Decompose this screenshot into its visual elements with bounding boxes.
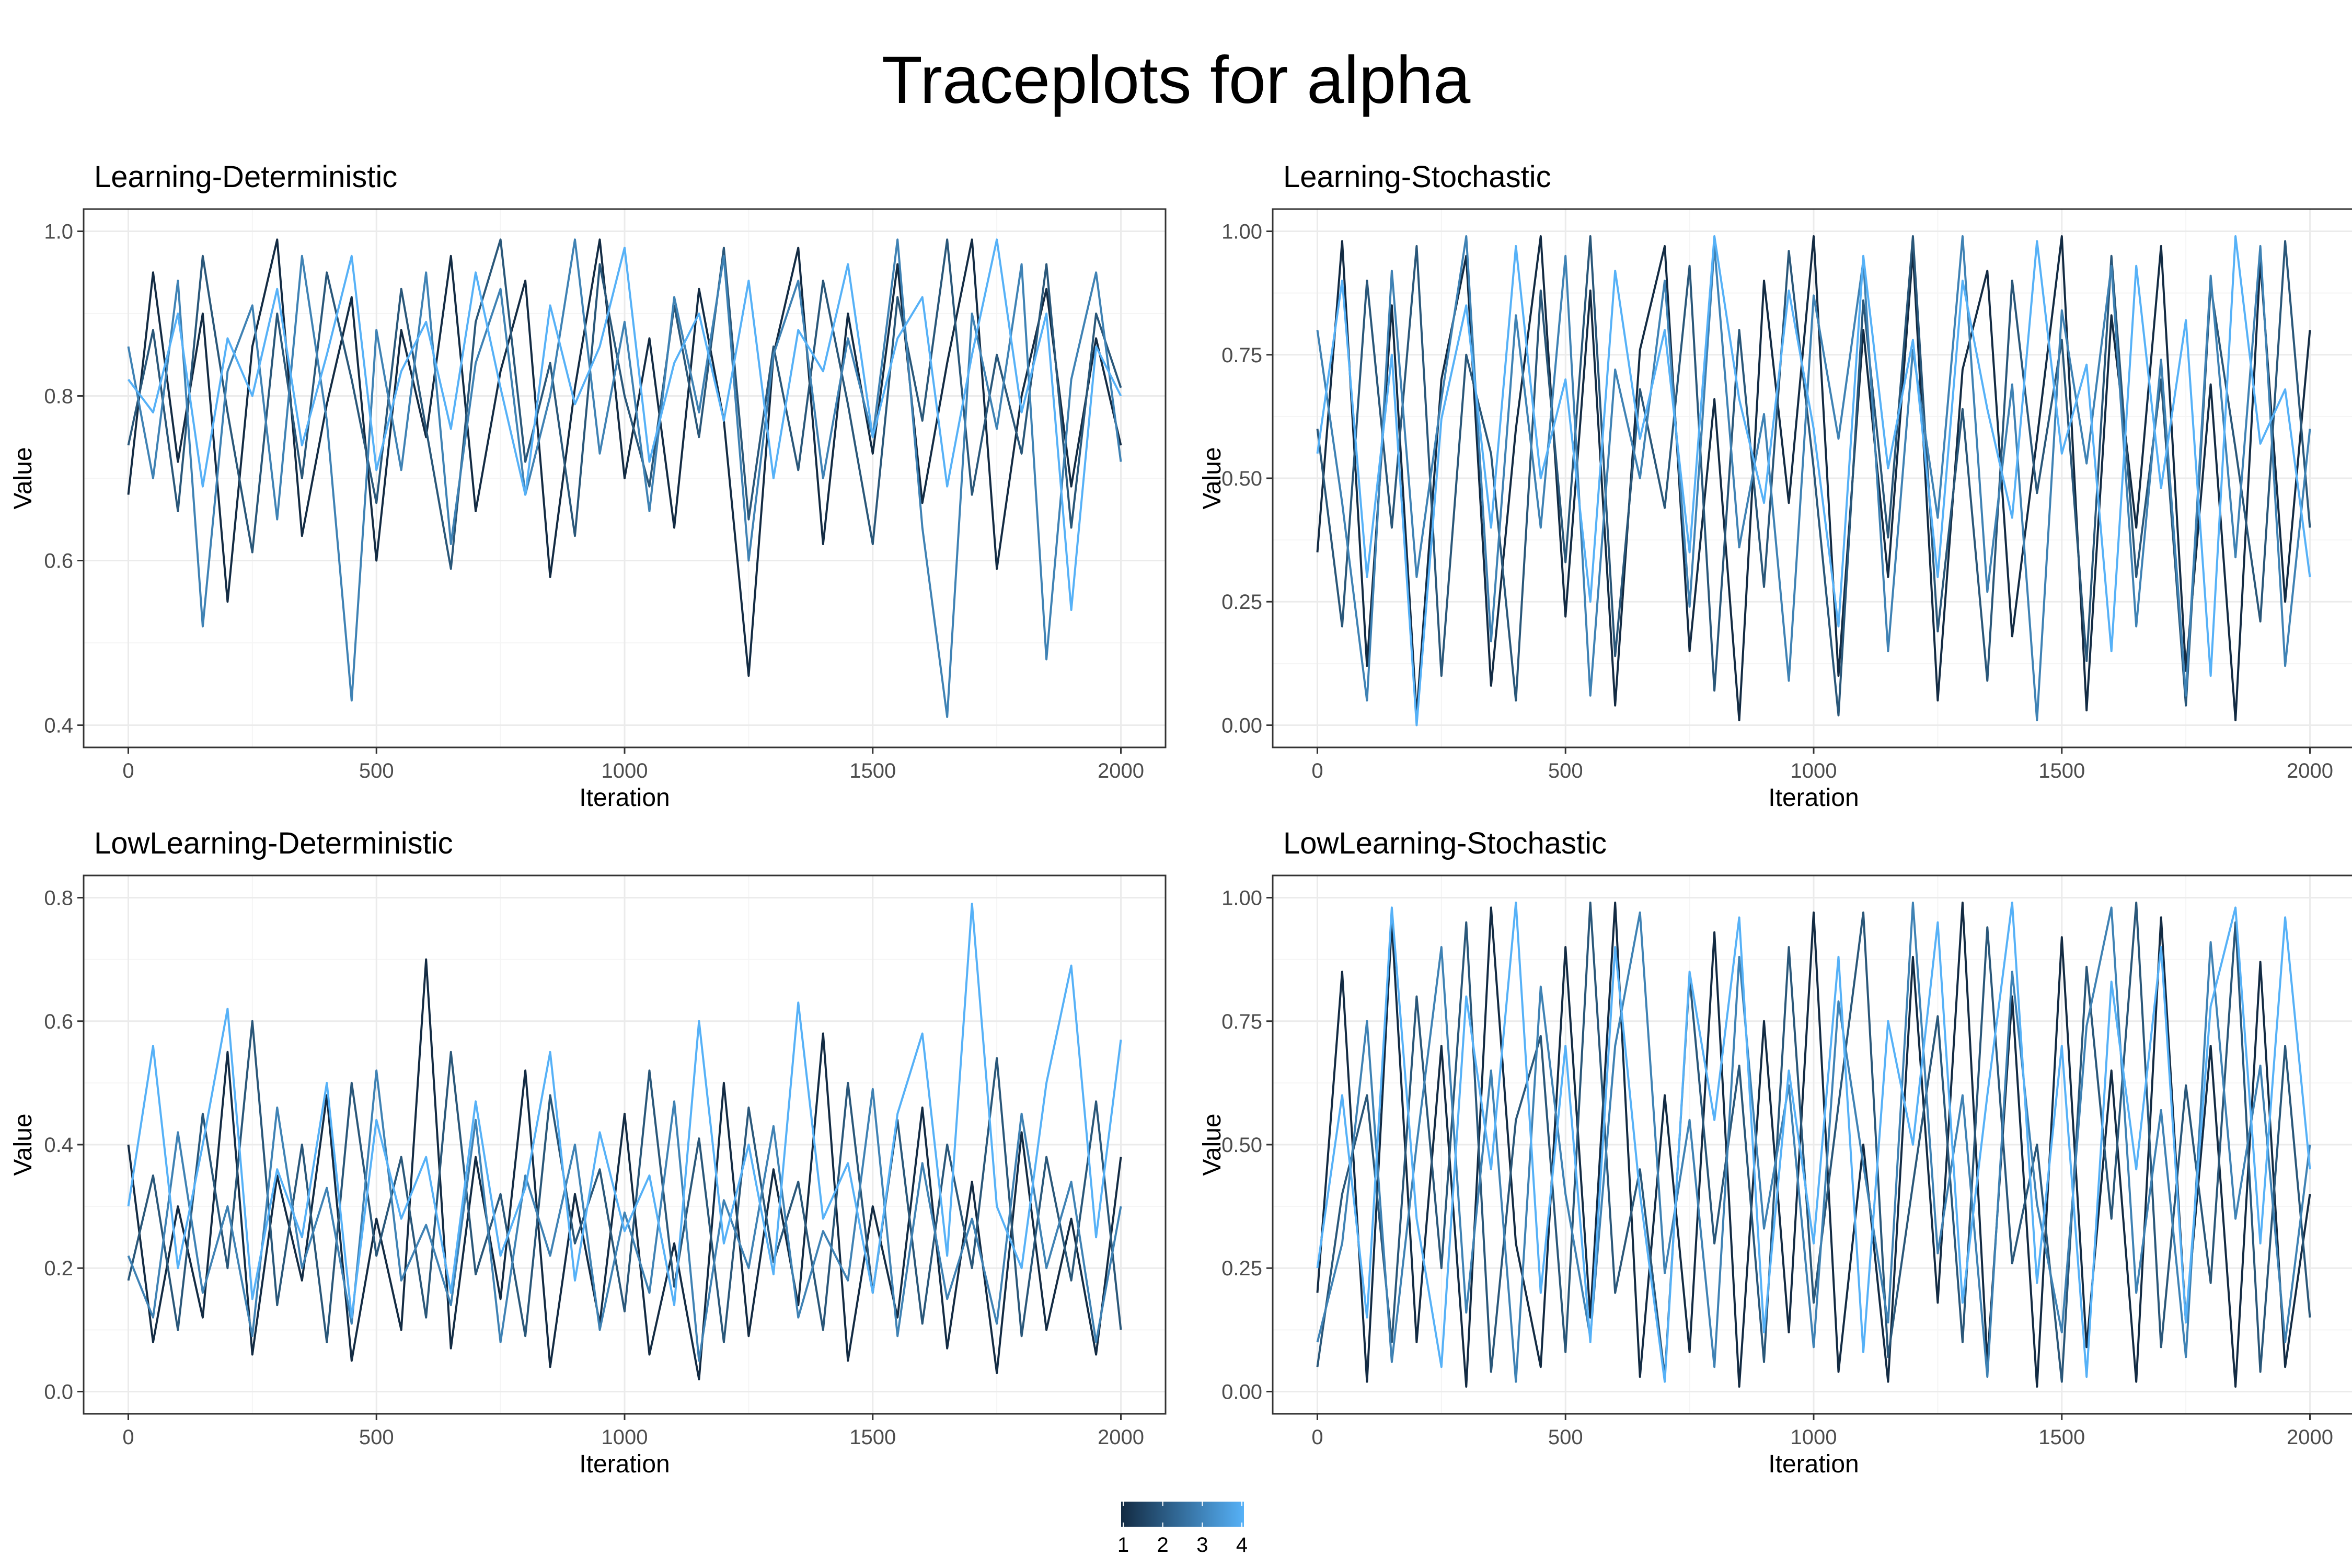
- x-tick-label: 1500: [2038, 1426, 2085, 1449]
- series-line-chain-1: [1316, 235, 2311, 721]
- panel-learning-deterministic: Learning-Deterministic 0 500 1000 1500 2000 0…: [9, 159, 1176, 812]
- y-tick-label: 0.75: [1221, 1010, 1262, 1033]
- plot-area: 0 500 1000 1500 2000 0.0 0.2 0.4 0.6 0.8 Iteration…: [9, 874, 1167, 1478]
- x-tick-label: 1500: [2038, 759, 2085, 782]
- x-tick-label: 1000: [602, 759, 648, 782]
- panel-title: Learning-Stochastic: [1283, 160, 1551, 194]
- y-tick-label: 0.6: [44, 549, 73, 572]
- y-tick-label: 0.4: [44, 714, 73, 737]
- x-axis-title: Iteration: [1768, 784, 1859, 812]
- x-tick-label: 1000: [1791, 759, 1837, 782]
- series-line-chain-4: [1316, 902, 2311, 1383]
- y-tick-label: 0.8: [44, 887, 73, 910]
- y-tick-label: 1.00: [1221, 887, 1262, 910]
- x-tick-label: 500: [1548, 759, 1583, 782]
- y-axis-title: Value: [9, 447, 37, 509]
- x-tick-label: 2000: [1098, 1426, 1144, 1449]
- colorbar-gradient: [1121, 1502, 1244, 1527]
- y-axis-title: Value: [9, 1113, 37, 1175]
- series-line-chain-1: [127, 958, 1122, 1380]
- y-tick-label: 1.00: [1221, 221, 1262, 244]
- x-tick-label: 2000: [1098, 759, 1144, 782]
- x-axis-title: Iteration: [1768, 1450, 1859, 1478]
- x-tick-label: 0: [122, 1426, 134, 1449]
- panel-title: LowLearning-Stochastic: [1283, 826, 1607, 860]
- x-tick-label: 2000: [2287, 1426, 2333, 1449]
- plot-area: 0 500 1000 1500 2000 0.4 0.6 0.8 1.0 Iteration Val…: [9, 208, 1167, 812]
- series-line-chain-3: [1316, 902, 2311, 1383]
- series-line-chain-3: [127, 238, 1122, 718]
- x-tick-label: 0: [1311, 759, 1323, 782]
- y-tick-label: 0.25: [1221, 591, 1262, 614]
- y-tick-label: 0.8: [44, 385, 73, 408]
- y-tick-label: 0.0: [44, 1380, 73, 1403]
- x-tick-label: 1000: [602, 1426, 648, 1449]
- x-tick-label: 500: [1548, 1426, 1583, 1449]
- y-axis-title: Value: [1198, 1113, 1226, 1175]
- panel-lowlearning-deterministic: LowLearning-Deterministic 0 500 1000 1500 20…: [9, 826, 1176, 1478]
- colorbar-label: 3: [1196, 1534, 1208, 1557]
- y-tick-label: 1.0: [44, 221, 73, 244]
- x-tick-label: 500: [359, 1426, 394, 1449]
- y-tick-label: 0.4: [44, 1134, 73, 1157]
- x-axis-title: Iteration: [579, 1450, 670, 1478]
- series-line-chain-4: [1316, 235, 2311, 727]
- series-line-chain-3: [1316, 235, 2311, 721]
- chart-title: Traceplots for alpha: [881, 43, 1471, 118]
- x-tick-label: 2000: [2287, 759, 2333, 782]
- series-line-chain-2: [127, 238, 1122, 570]
- colorbar-label: 2: [1157, 1534, 1169, 1557]
- panel-learning-stochastic: Learning-Stochastic 0 500 1000 1500 2000 0.00…: [1198, 159, 2352, 812]
- x-tick-label: 1000: [1791, 1426, 1837, 1449]
- y-tick-label: 0.25: [1221, 1257, 1262, 1280]
- x-tick-label: 1500: [849, 759, 896, 782]
- y-axis-title: Value: [1198, 447, 1226, 509]
- series-line-chain-2: [1316, 235, 2311, 717]
- legend-colorbar: 1 2 3 4: [1117, 1502, 1248, 1557]
- x-axis-title: Iteration: [579, 784, 670, 812]
- series-line-chain-2: [1316, 902, 2311, 1383]
- x-tick-label: 0: [122, 759, 134, 782]
- x-tick-label: 0: [1311, 1426, 1323, 1449]
- y-tick-label: 0.50: [1221, 467, 1262, 490]
- x-tick-label: 500: [359, 759, 394, 782]
- y-tick-label: 0.00: [1221, 714, 1262, 737]
- panel-lowlearning-stochastic: LowLearning-Stochastic 0 500 1000 1500 2000 0…: [1198, 826, 2352, 1478]
- series-line-chain-4: [127, 903, 1122, 1319]
- y-tick-label: 0.00: [1221, 1380, 1262, 1403]
- series-line-chain-4: [127, 238, 1122, 611]
- x-tick-label: 1500: [849, 1426, 896, 1449]
- series-line-chain-2: [127, 1020, 1122, 1343]
- colorbar-label: 1: [1117, 1534, 1129, 1557]
- y-tick-label: 0.75: [1221, 344, 1262, 367]
- colorbar-label: 4: [1236, 1534, 1248, 1557]
- chain-legend: 1 2 3 4: [1117, 1497, 1249, 1560]
- panel-title: Learning-Deterministic: [94, 160, 398, 194]
- y-tick-label: 0.2: [44, 1257, 73, 1280]
- plot-area: 0 500 1000 1500 2000 0.00 0.25 0.50 0.75 1.00 Iter…: [1198, 208, 2352, 812]
- y-tick-label: 0.6: [44, 1010, 73, 1033]
- panel-title: LowLearning-Deterministic: [94, 826, 453, 860]
- y-tick-label: 0.50: [1221, 1134, 1262, 1157]
- plot-area: 0 500 1000 1500 2000 0.00 0.25 0.50 0.75 1.00 Iter…: [1198, 874, 2352, 1478]
